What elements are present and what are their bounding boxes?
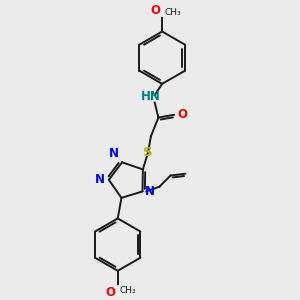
- Text: N: N: [109, 147, 119, 161]
- Text: O: O: [106, 286, 116, 299]
- Text: O: O: [150, 4, 160, 16]
- Text: O: O: [177, 108, 187, 121]
- Text: S: S: [143, 146, 153, 159]
- Text: CH₃: CH₃: [120, 286, 136, 295]
- Text: N: N: [145, 185, 155, 198]
- Text: HN: HN: [141, 91, 161, 103]
- Text: CH₃: CH₃: [164, 8, 181, 16]
- Text: N: N: [95, 173, 105, 186]
